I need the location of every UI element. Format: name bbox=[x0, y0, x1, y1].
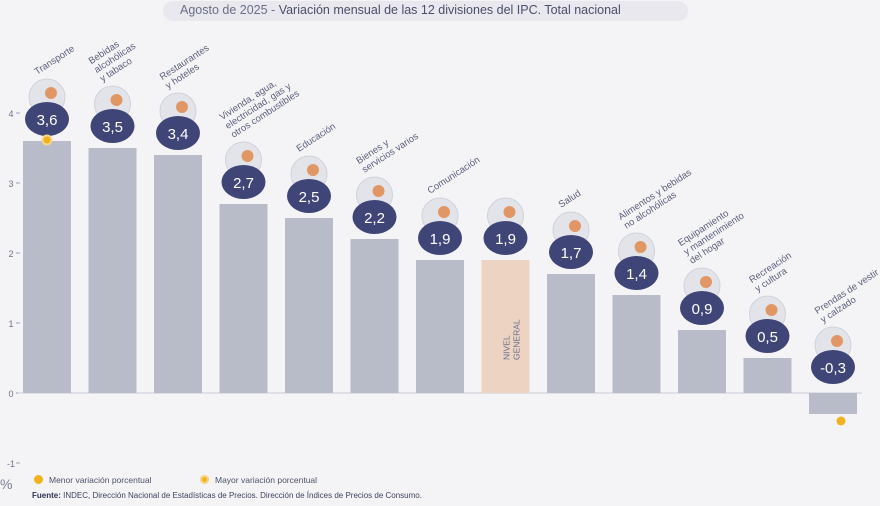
bar bbox=[416, 260, 464, 393]
bar bbox=[285, 218, 333, 393]
title-prefix: Agosto de 2025 - bbox=[180, 3, 279, 17]
bar bbox=[23, 141, 71, 393]
value-label: 1,9 bbox=[430, 231, 451, 248]
value-badge bbox=[156, 116, 200, 150]
min-marker bbox=[836, 416, 846, 426]
category-label: Bebidasalcohólicasy tabaco bbox=[87, 32, 144, 85]
value-badge bbox=[483, 221, 528, 255]
value-badge bbox=[221, 165, 266, 199]
value-label: 2,7 bbox=[233, 175, 254, 192]
phone-icon-accent bbox=[438, 206, 450, 218]
value-label: 0,9 bbox=[692, 301, 713, 318]
y-tick-label: 3 bbox=[8, 179, 13, 189]
legend-max-label: Mayor variación porcentual bbox=[215, 475, 318, 485]
max-marker-icon bbox=[200, 475, 209, 484]
value-badge bbox=[811, 350, 855, 384]
legend-min: Menor variación porcentual bbox=[34, 475, 152, 485]
bar bbox=[809, 393, 857, 414]
source-label: Fuente: bbox=[32, 491, 61, 500]
category-label-line: GENERAL bbox=[512, 319, 522, 360]
value-label: 1,7 bbox=[561, 245, 582, 262]
value-badge bbox=[352, 200, 397, 234]
bar bbox=[88, 148, 137, 393]
title-pill bbox=[163, 1, 688, 21]
min-marker-icon bbox=[34, 475, 43, 484]
category-label: Equipamientoy mantenimientodel hogar bbox=[676, 202, 752, 267]
legend-max: Mayor variación porcentual bbox=[200, 475, 317, 485]
bar bbox=[743, 358, 792, 393]
value-badge bbox=[549, 235, 593, 269]
value-badge bbox=[25, 102, 69, 136]
value-label: 1,9 bbox=[495, 231, 516, 248]
category-label: Educación bbox=[295, 121, 338, 154]
category-label: Salud bbox=[557, 188, 583, 210]
category-label: Transporte bbox=[33, 43, 77, 77]
y-tick-label: 2 bbox=[8, 249, 13, 259]
value-badge bbox=[680, 291, 724, 325]
y-tick-label: 0 bbox=[8, 389, 13, 399]
bar bbox=[612, 295, 661, 393]
value-badge bbox=[287, 179, 331, 213]
y-tick-label: -1 bbox=[7, 459, 15, 469]
bar bbox=[350, 239, 399, 393]
bar-general bbox=[481, 260, 530, 393]
drinks-icon-accent bbox=[110, 94, 123, 106]
value-label: 0,5 bbox=[757, 329, 778, 346]
y-tick-label: 4 bbox=[8, 109, 13, 119]
comb-scissors-icon-accent bbox=[372, 185, 385, 197]
source-text: INDEC, Dirección Nacional de Estadística… bbox=[63, 491, 422, 500]
bar bbox=[219, 204, 268, 393]
beach-umbrella-icon-accent bbox=[765, 304, 778, 316]
air-conditioner-icon-accent bbox=[700, 276, 712, 288]
bar bbox=[154, 155, 202, 393]
value-badge bbox=[745, 319, 790, 353]
notebook-icon-accent bbox=[307, 164, 319, 176]
category-label-line: Alimentos y bebidas bbox=[616, 167, 694, 223]
value-label: -0,3 bbox=[820, 360, 846, 377]
value-badge bbox=[90, 109, 135, 143]
value-badge bbox=[614, 256, 659, 290]
category-label-line: Educación bbox=[295, 121, 338, 154]
title-main: Variación mensual de las 12 divisiones d… bbox=[278, 3, 621, 17]
value-badge bbox=[418, 221, 462, 255]
bar bbox=[547, 274, 595, 393]
category-label: Alimentos y bebidasno alcohólicas bbox=[616, 167, 699, 231]
value-label: 2,5 bbox=[299, 189, 320, 206]
category-label: Restaurantesy hoteles bbox=[158, 43, 217, 92]
tshirt-icon-accent bbox=[831, 335, 843, 347]
category-label: Comunicación bbox=[426, 155, 482, 197]
max-marker bbox=[41, 134, 53, 146]
basket-icon-accent bbox=[503, 206, 516, 218]
legend-min-label: Menor variación porcentual bbox=[49, 475, 152, 485]
category-label-line: NIVEL bbox=[502, 335, 512, 360]
bus-card-icon-accent bbox=[45, 87, 57, 99]
medical-cross-icon-accent bbox=[569, 220, 581, 232]
category-label-line: Comunicación bbox=[426, 155, 482, 197]
category-label-line: Salud bbox=[557, 188, 583, 210]
category-label: Recreacióny cultura bbox=[747, 250, 799, 294]
value-label: 3,4 bbox=[168, 126, 189, 143]
category-label: NIVELGENERAL bbox=[502, 319, 522, 360]
value-label: 1,4 bbox=[626, 266, 647, 283]
source-note: Fuente: INDEC, Dirección Nacional de Est… bbox=[32, 491, 422, 500]
value-label: 3,6 bbox=[37, 112, 58, 129]
value-label: 3,5 bbox=[102, 119, 123, 136]
plate-cutlery-icon-accent bbox=[176, 101, 188, 113]
chart-title: Agosto de 2025 - Variación mensual de la… bbox=[180, 3, 621, 17]
bar bbox=[678, 330, 726, 393]
value-label: 2,2 bbox=[364, 210, 385, 227]
category-label: Prendas de vestiry calzado bbox=[813, 267, 880, 325]
unit-label: % bbox=[0, 476, 13, 492]
lightbulb-icon-accent bbox=[241, 150, 254, 162]
category-label: Bienes yservicios varios bbox=[354, 122, 420, 176]
y-tick-label: 1 bbox=[8, 319, 13, 329]
food-icon-accent bbox=[634, 241, 647, 253]
category-label-line: Transporte bbox=[33, 43, 77, 77]
category-label: Vivienda, agua,electricidad, gas yotros … bbox=[218, 70, 302, 140]
